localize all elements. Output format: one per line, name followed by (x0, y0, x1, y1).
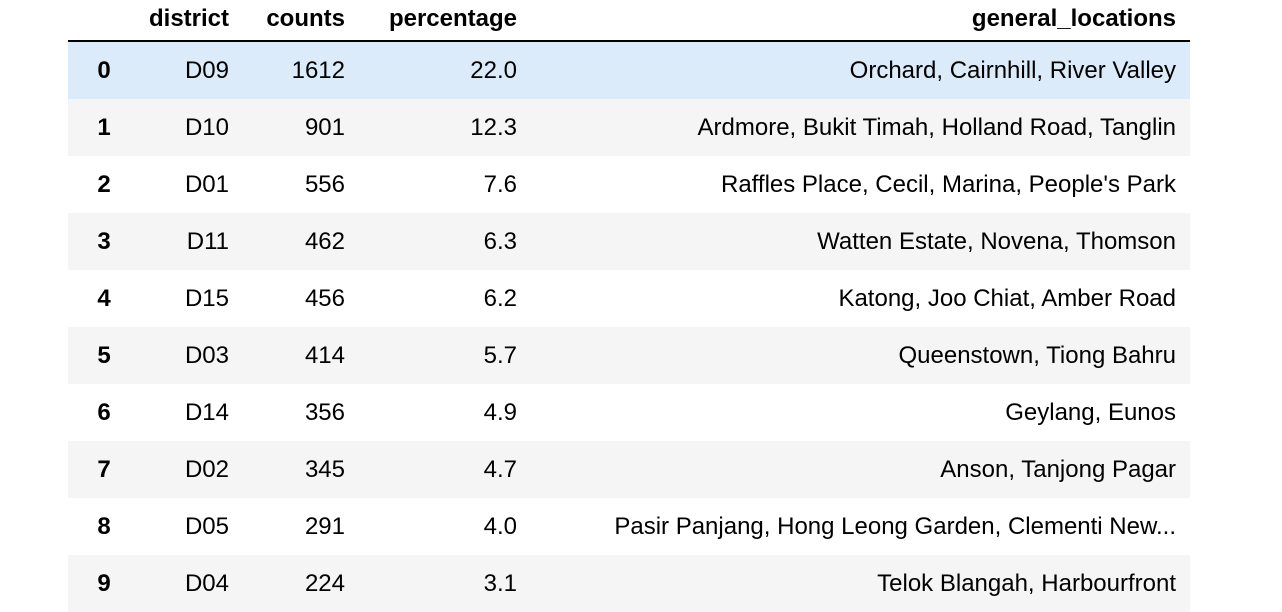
dataframe-table: district counts percentage general_locat… (68, 0, 1190, 612)
cell-counts: 414 (304, 342, 345, 369)
cell-general-locations: Anson, Tanjong Pagar (940, 456, 1176, 483)
column-header-district: district (140, 0, 243, 42)
header-row: district counts percentage general_locat… (68, 0, 1190, 42)
cell-general-locations: Geylang, Eunos (1005, 399, 1176, 426)
table-row: 9 D04 224 3.1 Telok Blangah, Harbourfront (68, 555, 1190, 612)
cell-percentage: 5.7 (483, 342, 517, 369)
column-header-general-locations: general_locations (531, 0, 1190, 42)
cell-percentage: 6.3 (483, 228, 517, 255)
cell-general-locations: Raffles Place, Cecil, Marina, People's P… (720, 171, 1176, 198)
cell-counts: 1612 (291, 57, 345, 84)
cell-percentage: 7.6 (483, 171, 517, 198)
row-index: 2 (97, 171, 111, 198)
cell-district: D09 (184, 57, 229, 84)
cell-general-locations: Queenstown, Tiong Bahru (898, 342, 1176, 369)
row-index: 7 (97, 456, 111, 483)
cell-district: D03 (184, 342, 229, 369)
cell-general-locations: Katong, Joo Chiat, Amber Road (838, 285, 1176, 312)
cell-percentage: 3.1 (483, 570, 517, 597)
row-index: 4 (97, 285, 111, 312)
cell-counts: 556 (304, 171, 345, 198)
cell-counts: 224 (304, 570, 345, 597)
cell-counts: 345 (304, 456, 345, 483)
cell-general-locations: Telok Blangah, Harbourfront (877, 570, 1176, 597)
cell-district: D01 (184, 171, 229, 198)
row-index: 6 (97, 399, 111, 426)
cell-counts: 456 (304, 285, 345, 312)
index-header (68, 0, 140, 42)
dataframe-output: district counts percentage general_locat… (68, 0, 1190, 612)
cell-counts: 901 (304, 114, 345, 141)
cell-counts: 356 (304, 399, 345, 426)
cell-district: D15 (184, 285, 229, 312)
row-index: 1 (97, 114, 111, 141)
cell-district: D04 (184, 570, 229, 597)
cell-counts: 462 (304, 228, 345, 255)
cell-percentage: 4.9 (483, 399, 517, 426)
table-row: 6 D14 356 4.9 Geylang, Eunos (68, 384, 1190, 441)
cell-counts: 291 (304, 513, 345, 540)
cell-percentage: 12.3 (470, 114, 517, 141)
cell-district: D02 (184, 456, 229, 483)
cell-general-locations: Orchard, Cairnhill, River Valley (849, 57, 1176, 84)
table-row: 1 D10 901 12.3 Ardmore, Bukit Timah, Holland… (68, 99, 1190, 156)
table-row: 2 D01 556 7.6 Raffles Place, Cecil, Marina, … (68, 156, 1190, 213)
cell-percentage: 4.7 (483, 456, 517, 483)
table-row: 7 D02 345 4.7 Anson, Tanjong Pagar (68, 441, 1190, 498)
table-row: 5 D03 414 5.7 Queenstown, Tiong Bahru (68, 327, 1190, 384)
row-index: 0 (97, 57, 111, 84)
cell-general-locations: Pasir Panjang, Hong Leong Garden, Clemen… (614, 513, 1176, 540)
row-index: 5 (97, 342, 111, 369)
row-index: 9 (97, 570, 111, 597)
cell-district: D14 (184, 399, 229, 426)
column-header-percentage: percentage (359, 0, 531, 42)
cell-general-locations: Watten Estate, Novena, Thomson (817, 228, 1176, 255)
table-row: 8 D05 291 4.0 Pasir Panjang, Hong Leong Gard… (68, 498, 1190, 555)
cell-general-locations: Ardmore, Bukit Timah, Holland Road, Tang… (697, 114, 1176, 141)
column-header-counts: counts (243, 0, 359, 42)
cell-district: D11 (186, 228, 229, 255)
cell-percentage: 4.0 (483, 513, 517, 540)
cell-district: D10 (184, 114, 229, 141)
cell-district: D05 (184, 513, 229, 540)
row-index: 3 (97, 228, 111, 255)
table-body: 0 D09 1612 22.0 Orchard, Cairnhill, River Va… (68, 41, 1190, 612)
table-row: 3 D11 462 6.3 Watten Estate, Novena, Thomson (68, 213, 1190, 270)
table-row: 4 D15 456 6.2 Katong, Joo Chiat, Amber Road (68, 270, 1190, 327)
cell-percentage: 22.0 (470, 57, 517, 84)
row-index: 8 (97, 513, 111, 540)
table-row: 0 D09 1612 22.0 Orchard, Cairnhill, River Va… (68, 41, 1190, 99)
cell-percentage: 6.2 (483, 285, 517, 312)
